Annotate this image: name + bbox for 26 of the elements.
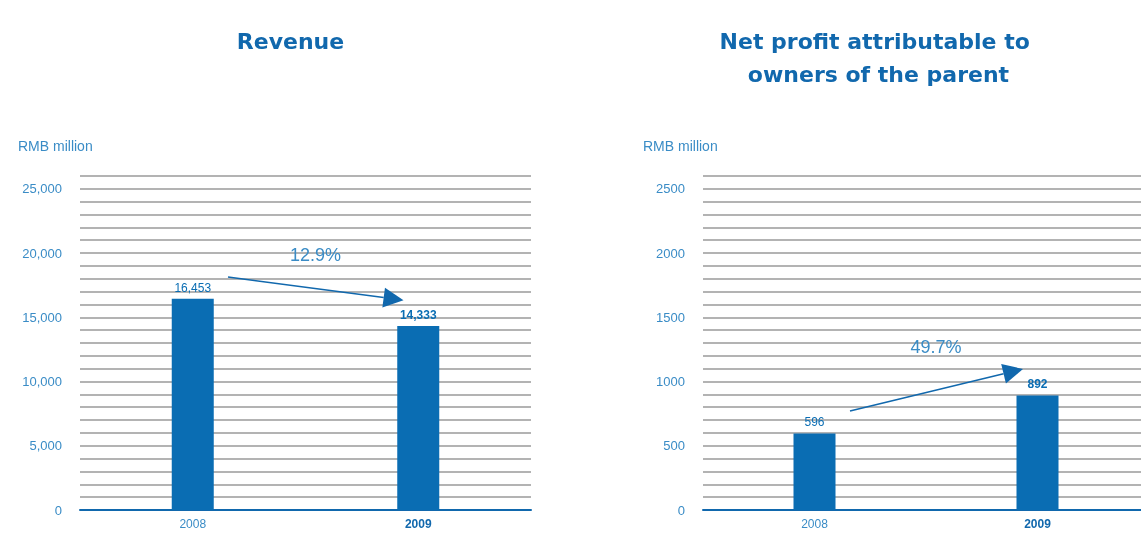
data-label: 892 — [1027, 377, 1048, 392]
data-label: 596 — [804, 415, 825, 430]
y-tick-label: 2500 — [656, 181, 685, 197]
y-tick-label: 20,000 — [22, 245, 62, 261]
data-label: 14,333 — [399, 307, 437, 322]
y-tick-label: 1000 — [656, 374, 685, 390]
chart-title: Revenue — [236, 29, 345, 54]
y-tick-label: 0 — [54, 502, 62, 518]
y-tick-label: 2000 — [656, 245, 685, 261]
chart-title: Net profit attributable to owners of the parent — [719, 29, 1038, 87]
y-tick-label: 500 — [663, 438, 685, 454]
data-label: 16,453 — [174, 280, 212, 295]
y-tick-label: 0 — [677, 502, 685, 518]
y-tick-label: 5,000 — [29, 438, 62, 454]
y-axis-title: RMB million — [643, 138, 718, 154]
y-tick-label: 15,000 — [22, 309, 62, 325]
y-tick-label: 10,000 — [22, 374, 62, 390]
y-tick-label: 1500 — [656, 309, 685, 325]
x-tick-label: 2009 — [1024, 517, 1052, 531]
x-tick-label: 2009 — [404, 517, 432, 531]
y-tick-label: 25,000 — [22, 181, 62, 197]
annotation: 49.7% — [909, 337, 963, 359]
annotation: 12.9% — [288, 244, 342, 266]
y-axis-title: RMB million — [18, 138, 93, 154]
x-tick-label: 2008 — [179, 517, 207, 531]
x-tick-label: 2008 — [801, 517, 829, 531]
